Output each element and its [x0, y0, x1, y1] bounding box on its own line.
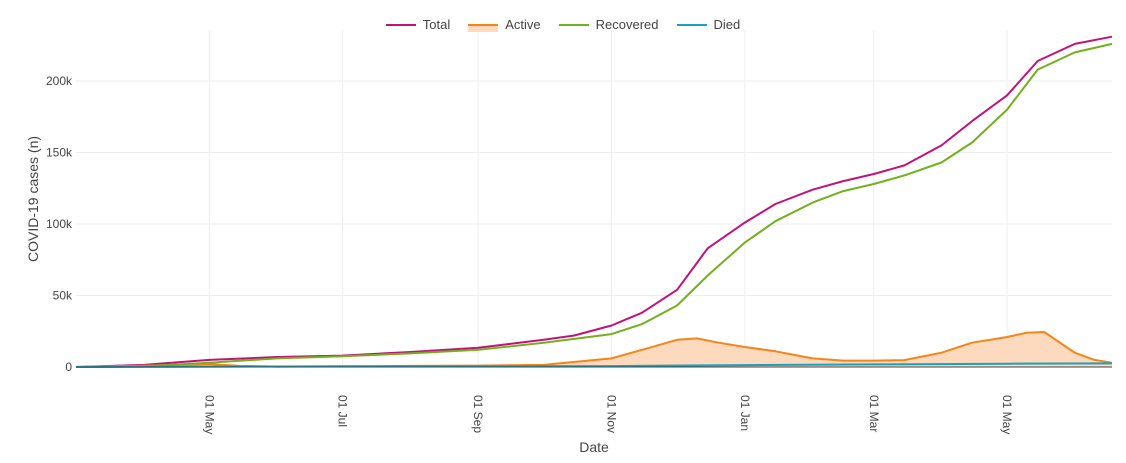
x-tick-label: 01 Nov — [604, 395, 618, 433]
y-tick-label: 150k — [46, 146, 73, 160]
legend-item-total[interactable]: Total — [385, 17, 451, 32]
x-tick-label: 01 Mar — [867, 395, 881, 432]
y-tick-label: 100k — [46, 217, 73, 231]
y-tick-label: 200k — [46, 74, 73, 88]
series-lines — [75, 35, 1113, 368]
legend-label-active: Active — [505, 17, 541, 32]
legend-item-active[interactable]: Active — [468, 17, 541, 32]
x-tick-label: 01 Jul — [336, 395, 350, 427]
legend-item-recovered[interactable]: Recovered — [558, 17, 659, 32]
legend-label-died: Died — [713, 17, 741, 32]
x-tick-label: 01 May — [202, 395, 216, 434]
legend-label-total: Total — [422, 17, 451, 32]
x-axis-ticks: 01 May 01 Jul 01 Sep 01 Nov 01 Jan 01 Mar 01 M… — [202, 395, 1014, 434]
legend-swatch-died-icon — [676, 18, 707, 32]
y-axis-ticks: 0 50k 100k 150k 200k — [46, 74, 73, 374]
legend-item-died[interactable]: Died — [676, 17, 741, 32]
grid-lines — [76, 31, 1112, 367]
y-axis-title: COVID-19 cases (n) — [25, 136, 41, 262]
legend: Total Active Recovered Died — [0, 17, 1126, 32]
series-line-recovered — [75, 42, 1113, 368]
legend-label-recovered: Recovered — [595, 17, 659, 32]
legend-swatch-recovered-icon — [558, 18, 589, 32]
legend-swatch-total-icon — [385, 18, 416, 32]
x-tick-label: 01 May — [1000, 395, 1014, 434]
legend-swatch-active-icon — [468, 18, 499, 32]
x-tick-label: 01 Sep — [471, 395, 485, 433]
x-tick-label: 01 Jan — [738, 395, 752, 431]
y-tick-label: 50k — [53, 289, 73, 303]
x-axis-title: Date — [579, 439, 609, 455]
y-tick-label: 0 — [65, 360, 72, 374]
series-line-total — [75, 35, 1113, 368]
